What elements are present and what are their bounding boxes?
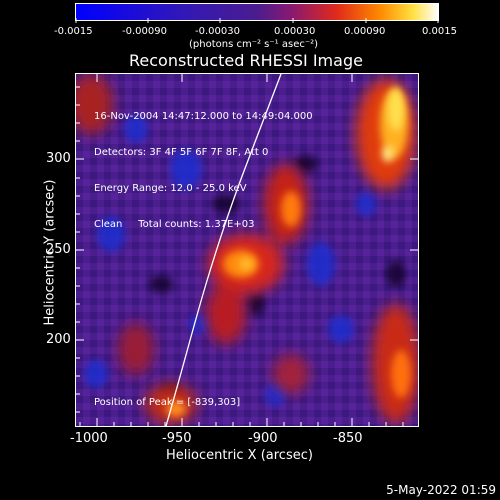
info-energy: Energy Range: 12.0 - 25.0 keV — [94, 183, 247, 194]
colorbar-tick-label: 0.00090 — [344, 26, 386, 37]
date-stamp: 5-May-2022 01:59 — [386, 483, 496, 497]
colorbar-units: (photons cm⁻² s⁻¹ asec⁻²) — [189, 39, 319, 50]
colorbar-tick-marks — [75, 18, 439, 23]
colorbar-tick-label: 0.00030 — [274, 26, 316, 37]
colorbar — [75, 3, 439, 21]
info-detectors: Detectors: 3F 4F 5F 6F 7F 8F, Att 0 — [94, 147, 269, 158]
x-tick-label: -950 — [162, 431, 192, 446]
rhessi-image — [76, 74, 418, 426]
x-tick-label: -1000 — [70, 431, 108, 446]
colorbar-tick-label: -0.0015 — [54, 26, 93, 37]
colorbar-tick-label: 0.0015 — [422, 26, 457, 37]
colorbar-tick-label: -0.00030 — [195, 26, 240, 37]
observation-info: 16-Nov-2004 14:47:12.000 to 14:49:04.000… — [94, 87, 313, 255]
x-tick-label: -850 — [333, 431, 363, 446]
colorbar-tick-label: -0.00090 — [122, 26, 167, 37]
peak-position: Position of Peak = [-839,303] — [94, 397, 241, 408]
y-tick-label: 200 — [46, 332, 71, 347]
x-tick-label: -900 — [248, 431, 278, 446]
y-axis-title: Heliocentric Y (arcsec) — [42, 179, 58, 326]
info-time: 16-Nov-2004 14:47:12.000 to 14:49:04.000 — [94, 111, 313, 122]
info-clean: Clean Total counts: 1.37E+03 — [94, 219, 255, 230]
y-tick-label: 300 — [46, 151, 71, 166]
y-tick-label: 250 — [46, 242, 71, 257]
plot-title: Reconstructed RHESSI Image — [129, 51, 363, 70]
solar-limb-line — [165, 74, 282, 426]
x-axis-title: Heliocentric X (arcsec) — [166, 448, 313, 463]
